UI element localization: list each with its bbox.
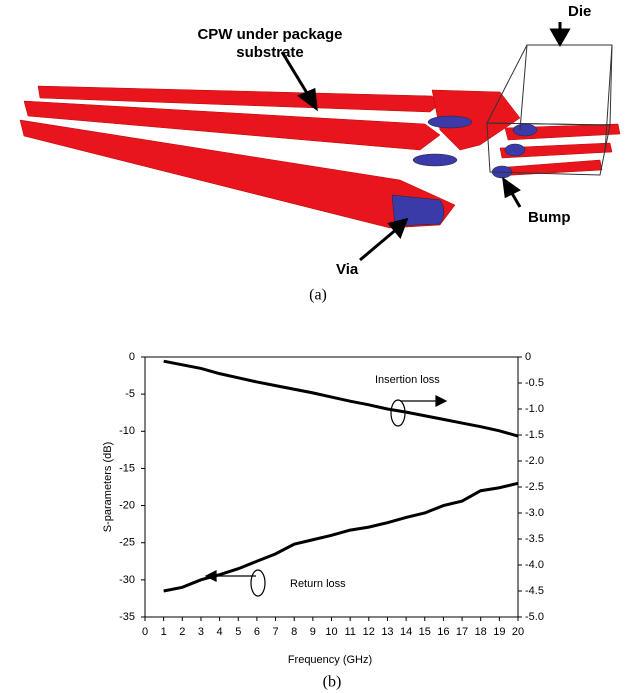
y2-tick-label: 0 (525, 351, 531, 363)
x-tick-label: 3 (198, 626, 204, 638)
figure: CPW under package substrate Die Bump Via… (0, 0, 627, 693)
y-tick-label: -10 (119, 425, 135, 437)
x-tick-label: 13 (381, 626, 393, 638)
package-drawing: CPW under package substrate Die Bump Via… (20, 3, 620, 304)
bump (513, 124, 537, 136)
y2-tick-label: -3.0 (525, 507, 544, 519)
x-tick-label: 14 (400, 626, 412, 638)
bump (505, 144, 525, 156)
x-tick-label: 15 (419, 626, 431, 638)
bump-label: Bump (528, 209, 571, 226)
chart: Frequency (GHz) S-parameters (dB) (b) In… (102, 351, 544, 691)
x-tick-label: 11 (344, 626, 355, 638)
via-label: Via (336, 261, 359, 278)
x-tick-label: 4 (217, 626, 223, 638)
cpw-label: CPW under package (197, 26, 342, 43)
bump (413, 154, 457, 166)
y2-tick-label: -4.0 (525, 559, 544, 571)
x-tick-label: 0 (142, 626, 148, 638)
x-tick-label: 6 (254, 626, 260, 638)
y-axis-label: S-parameters (dB) (102, 442, 114, 532)
y2-tick-label: -2.0 (525, 455, 544, 467)
caption: (b) (323, 674, 342, 691)
x-tick-label: 19 (493, 626, 505, 638)
x-tick-label: 8 (291, 626, 297, 638)
x-tick-label: 10 (325, 626, 337, 638)
y2-tick-label: -4.5 (525, 585, 544, 597)
y-tick-label: -5 (125, 388, 135, 400)
x-tick-label: 12 (363, 626, 375, 638)
caption: (a) (309, 287, 327, 304)
annotation: Return loss (290, 578, 346, 590)
y2-tick-label: -1.5 (525, 429, 544, 441)
x-axis-label: Frequency (GHz) (288, 654, 372, 666)
y-tick-label: 0 (129, 351, 135, 363)
bump (428, 116, 472, 128)
x-tick-label: 18 (475, 626, 487, 638)
x-tick-label: 9 (310, 626, 316, 638)
y2-tick-label: -0.5 (525, 377, 544, 389)
x-tick-label: 17 (456, 626, 468, 638)
x-tick-label: 16 (437, 626, 449, 638)
y-tick-label: -35 (119, 611, 135, 623)
x-tick-label: 20 (512, 626, 524, 638)
annotation: Insertion loss (375, 374, 440, 386)
x-tick-label: 5 (235, 626, 241, 638)
y-tick-label: -20 (119, 499, 135, 511)
series-line (164, 361, 518, 436)
y2-tick-label: -1.0 (525, 403, 544, 415)
y-tick-label: -30 (119, 574, 135, 586)
y2-tick-label: -5.0 (525, 611, 544, 623)
y2-tick-label: -3.5 (525, 533, 544, 545)
y-tick-label: -15 (119, 462, 135, 474)
y2-tick-label: -2.5 (525, 481, 544, 493)
x-tick-label: 2 (179, 626, 185, 638)
x-tick-label: 1 (161, 626, 167, 638)
series-line (164, 483, 518, 591)
die-label: Die (568, 3, 591, 20)
y-tick-label: -25 (119, 537, 135, 549)
x-tick-label: 7 (272, 626, 278, 638)
cpw-label: substrate (236, 44, 304, 61)
